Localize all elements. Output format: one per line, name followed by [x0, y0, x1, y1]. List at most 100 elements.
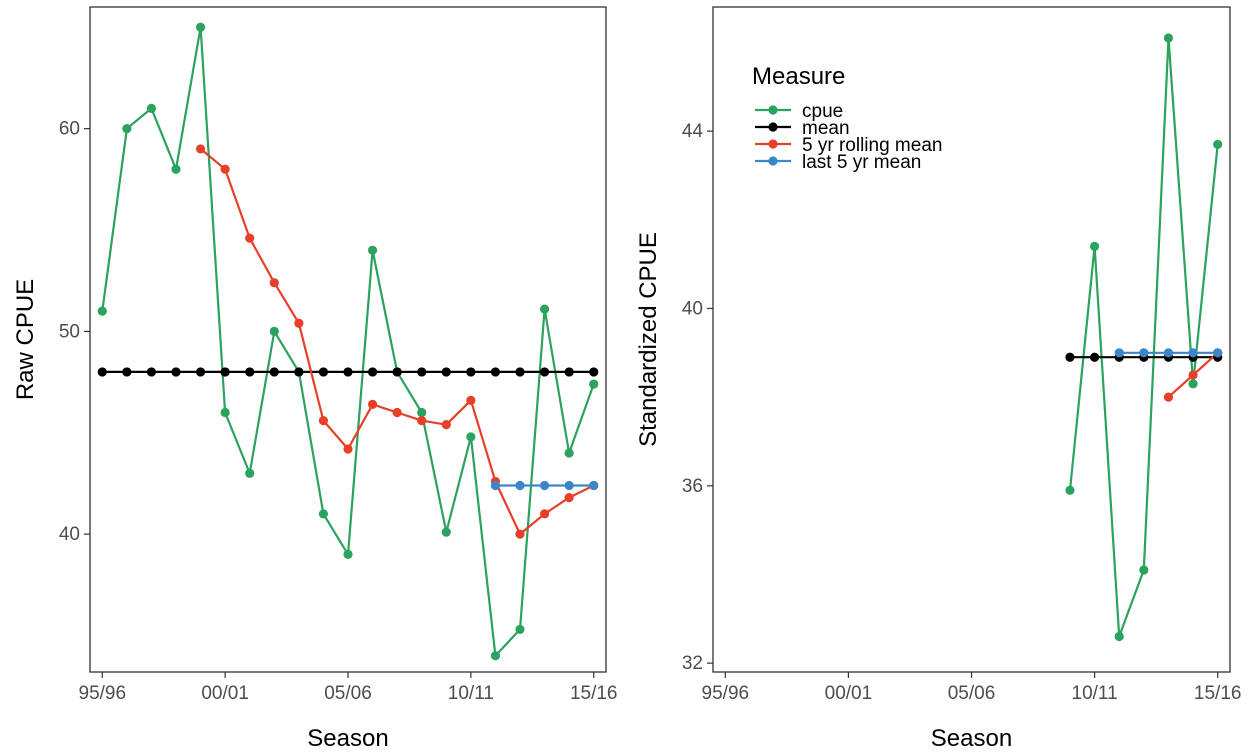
data-point-cpue [318, 509, 329, 519]
data-point-last-5-yr-mean [1213, 348, 1223, 358]
x-tick-label: 95/96 [702, 683, 750, 704]
data-point-cpue [245, 468, 255, 478]
data-point-last-5-yr-mean [1139, 348, 1149, 358]
data-point-cpue [1213, 139, 1223, 150]
y-tick-label: 40 [682, 298, 703, 319]
data-point-5-yr-rolling-mean [466, 395, 476, 405]
legend-entry: cpue [802, 101, 843, 122]
panel-left: 40 50 60 95/96 00/01 05/06 10/11 15/16 Season Raw… [12, 6, 618, 752]
y-tick-label: 50 [59, 321, 80, 342]
series-line-cpue [1068, 36, 1219, 638]
data-point-cpue [1139, 565, 1149, 575]
data-point-5-yr-rolling-mean [392, 407, 402, 418]
data-point-mean [441, 367, 451, 377]
x-tick-label: 05/06 [324, 683, 372, 704]
y-tick-label: 36 [682, 476, 703, 497]
data-point-mean [466, 367, 476, 377]
data-point-mean [171, 367, 181, 377]
data-point-mean [367, 367, 378, 377]
data-point-5-yr-rolling-mean [1163, 392, 1174, 402]
data-point-mean [564, 367, 574, 377]
data-point-mean [1065, 352, 1075, 362]
data-point-5-yr-rolling-mean [220, 164, 230, 174]
panel-border [712, 6, 1231, 673]
y-axis-title: Standardized CPUE [635, 232, 662, 447]
data-point-cpue [146, 103, 157, 113]
data-point-cpue [589, 379, 599, 389]
data-point-5-yr-rolling-mean [294, 318, 304, 328]
data-point-cpue [1089, 241, 1100, 251]
x-tick-label: 00/01 [201, 683, 249, 704]
data-point-last-5-yr-mean [490, 480, 501, 491]
data-point-5-yr-rolling-mean [195, 144, 206, 154]
legend-key-point [768, 139, 778, 149]
data-point-mean [1089, 352, 1100, 362]
x-tick-label: 10/11 [1072, 683, 1118, 704]
data-point-mean [343, 367, 353, 377]
x-tick-label: 10/11 [448, 683, 494, 704]
legend-key-point [768, 105, 778, 115]
data-point-mean [97, 367, 107, 377]
data-point-5-yr-rolling-mean [318, 415, 329, 426]
legend-entry: 5 yr rolling mean [802, 135, 942, 156]
data-point-cpue [367, 245, 378, 255]
data-point-mean [515, 367, 525, 377]
data-point-cpue [97, 306, 107, 316]
data-point-cpue [417, 407, 427, 418]
x-axis-title: Season [931, 725, 1012, 752]
data-point-last-5-yr-mean [1163, 348, 1174, 358]
panel-right: 32 36 40 44 95/96 00/01 05/06 10/11 15/16 Season S… [635, 6, 1242, 752]
data-point-cpue [343, 549, 353, 560]
data-point-last-5-yr-mean [539, 480, 550, 491]
data-point-last-5-yr-mean [515, 480, 525, 491]
legend-title: Measure [752, 63, 845, 90]
data-point-mean [122, 367, 132, 377]
x-axis-title: Season [307, 725, 388, 752]
data-point-mean [490, 367, 501, 377]
data-point-5-yr-rolling-mean [1188, 370, 1198, 380]
y-tick-label: 60 [59, 119, 80, 140]
legend-key-point [768, 122, 778, 132]
legend-entry: mean [802, 118, 850, 139]
data-point-cpue [466, 432, 476, 442]
series-line-5-yr-rolling-mean [199, 148, 595, 536]
y-tick-label: 40 [59, 524, 80, 545]
data-point-5-yr-rolling-mean [417, 415, 427, 426]
x-tick-label: 15/16 [1194, 683, 1242, 704]
data-point-5-yr-rolling-mean [245, 233, 255, 243]
data-point-mean [318, 367, 329, 377]
data-point-mean [195, 367, 206, 377]
data-point-cpue [1188, 379, 1198, 389]
data-point-cpue [122, 124, 132, 134]
data-point-5-yr-rolling-mean [343, 444, 353, 454]
data-point-cpue [441, 527, 451, 537]
data-point-mean [146, 367, 157, 377]
data-point-cpue [195, 22, 206, 32]
data-point-cpue [490, 651, 501, 661]
data-point-5-yr-rolling-mean [367, 399, 378, 409]
data-point-mean [392, 367, 402, 377]
data-point-last-5-yr-mean [589, 480, 599, 491]
data-point-cpue [269, 326, 279, 336]
data-point-cpue [515, 624, 525, 635]
x-tick-label: 05/06 [948, 683, 996, 704]
data-point-5-yr-rolling-mean [539, 509, 550, 519]
data-point-mean [269, 367, 279, 377]
data-point-mean [294, 367, 304, 377]
data-point-last-5-yr-mean [1188, 348, 1198, 358]
data-point-cpue [171, 164, 181, 174]
data-point-mean [539, 367, 550, 377]
data-point-mean [245, 367, 255, 377]
y-axis-title: Raw CPUE [12, 279, 39, 400]
data-point-mean [220, 367, 230, 377]
y-tick-label: 32 [682, 653, 703, 674]
x-tick-label: 95/96 [79, 683, 127, 704]
series-line-cpue [101, 26, 595, 657]
panel-border [89, 6, 607, 673]
data-point-5-yr-rolling-mean [441, 420, 451, 430]
data-point-cpue [1114, 631, 1124, 642]
data-point-5-yr-rolling-mean [269, 278, 279, 288]
x-tick-label: 15/16 [570, 683, 618, 704]
